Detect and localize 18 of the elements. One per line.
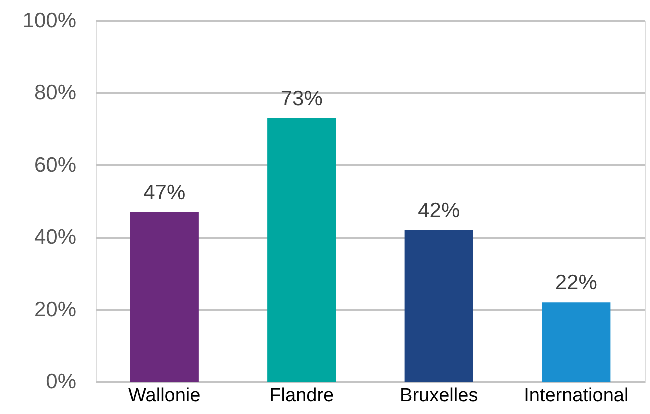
y-tick-label: 20% [34,298,76,322]
bar [268,118,336,382]
bar [542,302,611,382]
x-tick-label: Flandre [270,386,334,406]
data-label: 42% [418,199,460,222]
y-tick-label: 100% [22,10,76,32]
x-tick-label: Wallonie [128,386,201,406]
data-label: 22% [555,272,598,295]
y-tick-label: 80% [34,82,76,105]
y-tick-label: 40% [34,226,76,250]
bar [404,230,474,382]
x-tick-label: Bruxelles [400,386,478,406]
data-label: 47% [144,181,186,204]
y-tick-label: 0% [46,370,76,394]
y-tick-label: 60% [34,154,76,177]
data-label: 73% [280,87,323,110]
bar [130,212,199,382]
x-tick-label: International [524,386,629,406]
